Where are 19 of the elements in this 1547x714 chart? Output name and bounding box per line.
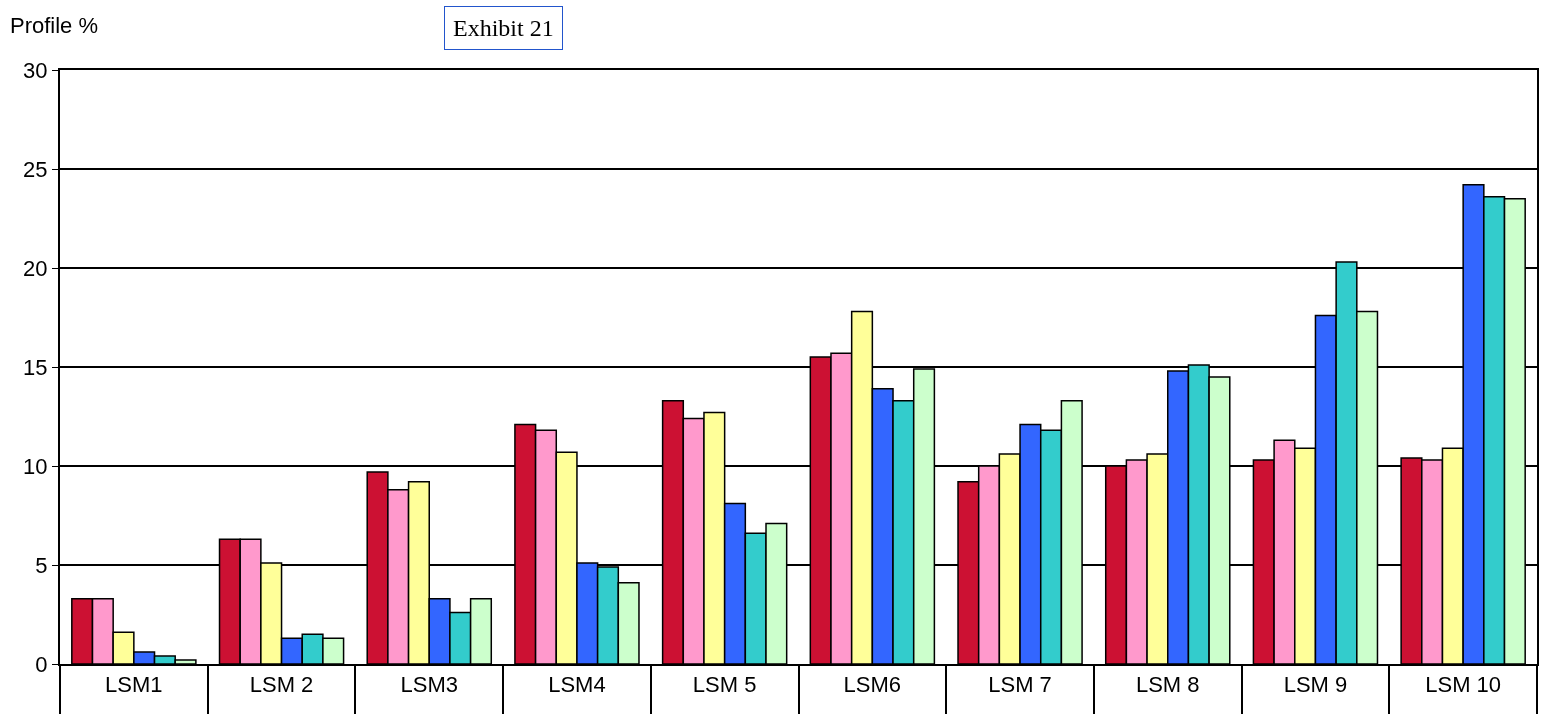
y-tick-label: 0 — [35, 651, 48, 677]
chart-title: Exhibit 21 — [453, 15, 554, 41]
y-tick-label: 20 — [23, 255, 48, 281]
x-tick-label: LSM6 — [843, 672, 902, 698]
y-tick-label: 25 — [23, 156, 48, 182]
y-tick-label: 10 — [23, 453, 48, 479]
y-tick-label: 15 — [23, 354, 48, 380]
x-tick-label: LSM1 — [105, 672, 163, 698]
x-tick-label: LSM 9 — [1283, 672, 1348, 698]
y-axis-title: Profile % — [10, 13, 99, 38]
x-tick-label: LSM4 — [548, 672, 606, 698]
y-tick-label: 5 — [35, 552, 48, 578]
x-tick-label: LSM 10 — [1425, 672, 1502, 698]
x-tick-label: LSM3 — [400, 672, 458, 698]
x-tick-label: LSM 7 — [988, 672, 1052, 698]
x-tick-label: LSM 5 — [692, 672, 757, 698]
x-tick-label: LSM 8 — [1135, 672, 1200, 698]
y-tick-label: 30 — [23, 57, 48, 83]
x-tick-label: LSM 2 — [249, 672, 314, 698]
